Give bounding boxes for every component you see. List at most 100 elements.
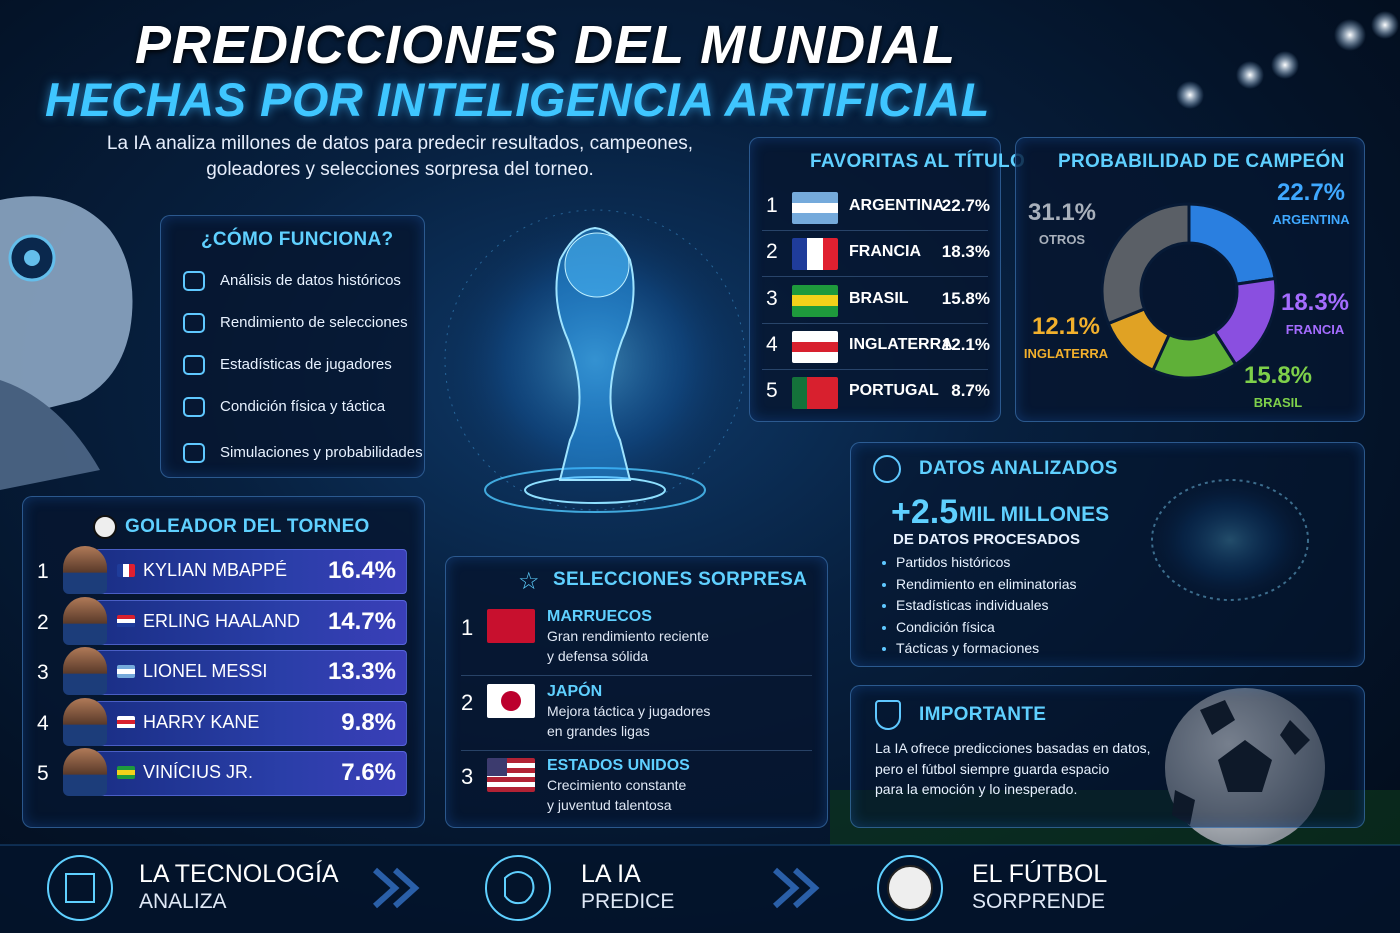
team-name: BRASIL <box>849 289 909 307</box>
slice-category-label: FRANCIA <box>1286 322 1345 337</box>
flag <box>792 284 838 317</box>
flag <box>117 766 135 779</box>
row-separator <box>762 230 988 231</box>
robot <box>0 196 133 490</box>
rank: 4 <box>766 332 778 356</box>
team-name: ESTADOS UNIDOS <box>547 757 690 774</box>
bullet <box>882 647 886 651</box>
footer-line-1: LA IA <box>581 860 641 888</box>
row-separator <box>461 749 812 751</box>
team-name: INGLATERRA <box>849 335 953 353</box>
player-name: HARRY KANE <box>143 711 260 732</box>
team-description: Crecimiento constante <box>547 777 687 793</box>
data-analyzed-panel: DATOS ANALIZADOS +2.5 MIL MILLONES DE DA… <box>850 442 1365 667</box>
rank: 3 <box>37 661 49 684</box>
donut-slice <box>1187 202 1277 286</box>
team-name: JAPÓN <box>547 682 603 700</box>
panel-title: FAVORITAS AL TÍTULO <box>810 151 1026 172</box>
slice-category-label: ARGENTINA <box>1272 212 1350 227</box>
flag <box>487 758 535 792</box>
data-item: Tácticas y formaciones <box>896 640 1040 656</box>
item-icon <box>183 397 205 417</box>
item-text: Rendimiento de selecciones <box>220 314 408 331</box>
rank: 1 <box>766 194 778 217</box>
subtitle: goleadores y selecciones sorpresa del to… <box>206 159 594 180</box>
flag <box>117 614 135 628</box>
row-bar <box>95 549 407 594</box>
how-it-works-panel: ¿CÓMO FUNCIONA? Análisis de datos histór… <box>160 215 425 478</box>
footer-line-2: SORPRENDE <box>972 890 1106 913</box>
probability: 8.7% <box>951 381 990 401</box>
slice-category-label: BRASIL <box>1254 395 1302 410</box>
row-bar <box>95 650 407 695</box>
slice-value-label: 15.8% <box>1244 362 1312 389</box>
flag <box>117 564 135 577</box>
player-photo <box>63 647 107 695</box>
favorites-panel: FAVORITAS AL TÍTULO 1 ARGENTINA 22.7% 2 FRAN… <box>749 137 1025 422</box>
probability: 22.7% <box>941 196 990 215</box>
bullet <box>882 561 886 565</box>
row-separator <box>762 368 988 370</box>
rank: 2 <box>766 240 778 264</box>
row-bar <box>95 599 407 645</box>
item-icon <box>183 355 205 375</box>
subtitle: La IA analiza millones de datos para pre… <box>106 133 694 154</box>
top-scorer-panel: GOLEADOR DEL TORNEO 1 KYLIAN MBAPPÉ 16.4% 2… <box>22 496 425 828</box>
slice-category-label: INGLATERRA <box>1024 346 1109 361</box>
footer-line-1: LA TECNOLOGÍA <box>139 860 339 888</box>
player-photo <box>63 596 107 645</box>
important-panel: IMPORTANTE La IA ofrece predicciones bas… <box>850 685 1365 828</box>
item-icon <box>183 313 205 333</box>
player-photo <box>63 748 107 796</box>
slice-value-label: 12.1% <box>1032 313 1100 340</box>
probability: 16.4% <box>327 557 396 584</box>
panel-title: DATOS ANALIZADOS <box>919 458 1118 479</box>
row-bar <box>95 751 407 796</box>
slice-category-label: OTROS <box>1039 232 1086 247</box>
team-description: Mejora táctica y jugadores <box>547 702 711 719</box>
data-caption: DE DATOS PROCESADOS <box>893 531 1080 548</box>
stadium-lights <box>1176 11 1399 109</box>
scorer-icon <box>93 515 117 539</box>
player-name: VINÍCIUS JR. <box>143 762 254 782</box>
data-amount: +2.5 <box>891 493 959 531</box>
bullet <box>882 604 886 608</box>
row-separator <box>762 276 988 278</box>
footer-line-1: EL FÚTBOL <box>972 860 1108 888</box>
flag <box>487 683 535 718</box>
probability: 13.3% <box>327 658 396 685</box>
data-item: Condición física <box>896 618 995 635</box>
donut-chart: 22.7% ARGENTINA 18.3% FRANCIA 15.8% BRASIL 12.… <box>1024 179 1350 410</box>
flag <box>117 715 135 729</box>
player-photo <box>63 697 107 746</box>
bullet <box>882 582 886 587</box>
probability: 15.8% <box>941 288 990 308</box>
player-name: ERLING HAALAND <box>143 610 301 631</box>
panel-title: GOLEADOR DEL TORNEO <box>125 516 370 537</box>
team-name: MARRUECOS <box>547 608 652 625</box>
row-bar <box>95 700 407 746</box>
star-icon: ☆ <box>518 568 540 595</box>
footer-line-2: ANALIZA <box>139 890 227 913</box>
flag-canton <box>487 758 507 776</box>
item-icon <box>183 271 205 291</box>
rank: 3 <box>766 286 778 310</box>
probability: 7.6% <box>341 759 396 786</box>
data-item: Estadísticas individuales <box>896 597 1049 613</box>
rank: 3 <box>461 764 474 789</box>
row-separator <box>762 322 988 324</box>
item-text: Estadísticas de jugadores <box>220 356 392 373</box>
data-unit: MIL MILLONES <box>959 503 1110 526</box>
team-name: FRANCIA <box>849 243 921 261</box>
title-line-1: PREDICCIONES DEL MUNDIAL <box>135 15 957 75</box>
footer-line-2: PREDICE <box>581 890 675 913</box>
slice-value-label: 31.1% <box>1028 199 1096 226</box>
rank: 5 <box>37 762 49 785</box>
team-name: ARGENTINA <box>849 197 945 214</box>
panel-title: PROBABILIDAD DE CAMPEÓN <box>1058 151 1345 172</box>
item-text: Condición física y táctica <box>220 398 386 415</box>
rank: 2 <box>37 610 49 634</box>
flag <box>792 238 838 271</box>
team-description: y defensa sólida <box>547 648 649 664</box>
